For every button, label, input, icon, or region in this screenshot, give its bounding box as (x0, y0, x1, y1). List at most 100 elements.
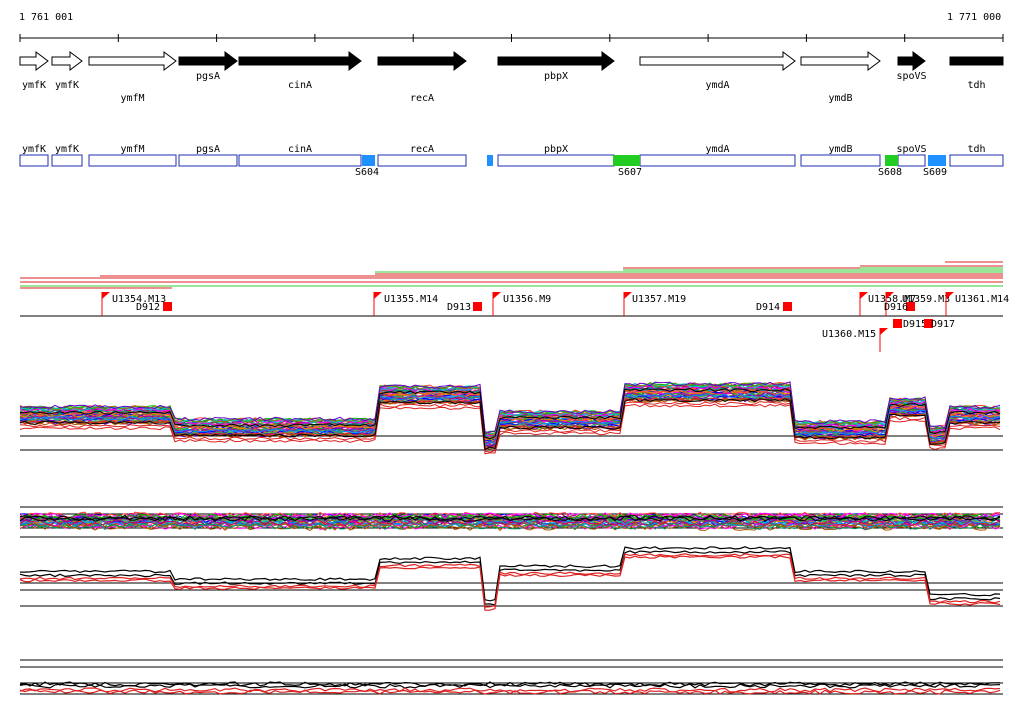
gene-label: cinA (288, 80, 312, 91)
profile-line (19, 385, 1001, 439)
gene-box-label: ymfK (55, 144, 79, 155)
gene-label: recA (410, 93, 434, 104)
gene-box (377, 154, 467, 167)
gene-label: ymdA (705, 80, 729, 91)
gene-box (800, 154, 881, 167)
profile-line (19, 384, 1001, 437)
gene-box-label: ymdA (705, 144, 729, 155)
profile-line (19, 514, 1001, 522)
feature-block (163, 302, 172, 311)
profile-line (19, 383, 1001, 437)
feature-flag (860, 292, 868, 299)
gene-box (897, 154, 926, 167)
segment-marker-small (487, 155, 493, 166)
feature-flag (493, 292, 501, 299)
gene-box-label: ymdB (828, 144, 852, 155)
gene-box-label: pbpX (544, 144, 568, 155)
gene-arrow (238, 51, 362, 71)
gene-box (639, 154, 796, 167)
feature-label: D915 (903, 319, 927, 330)
profile-line (19, 382, 1001, 436)
profile-line (19, 681, 1001, 687)
feature-label: U1356.M9 (503, 294, 551, 305)
gene-box (19, 154, 49, 167)
profile-line (19, 403, 1001, 455)
profile-line (19, 523, 1001, 532)
feature-label: D912 (136, 302, 160, 313)
gene-box (88, 154, 177, 167)
gene-box (497, 154, 615, 167)
feature-label: D914 (756, 302, 780, 313)
segment-label: S604 (355, 167, 379, 178)
profile-line (19, 550, 1001, 606)
feature-label: U1357.M19 (632, 294, 686, 305)
feature-label: D913 (447, 302, 471, 313)
feature-block (906, 302, 915, 311)
segment-marker (928, 155, 946, 166)
profile-line (19, 687, 1001, 693)
gene-label: spoVS (896, 71, 926, 82)
profile-line (19, 555, 1001, 611)
feature-label: D916 (884, 302, 908, 313)
gene-box-label: ymfK (22, 144, 46, 155)
feature-label: U1358.M7 (868, 294, 916, 305)
segment-marker (885, 155, 898, 166)
segment-label: S608 (878, 167, 902, 178)
gene-label: ymdB (828, 93, 852, 104)
feature-flag (886, 292, 894, 299)
ruler-start-label: 1 761 001 (19, 12, 74, 23)
gene-label: ymfM (120, 93, 144, 104)
gene-box-label: spoVS (896, 144, 926, 155)
gene-box-label: tdh (967, 144, 985, 155)
profile-line (19, 385, 1001, 437)
gene-arrow (800, 51, 881, 71)
feature-flag (624, 292, 632, 299)
gene-box-label: cinA (288, 144, 312, 155)
feature-label: U1360.M15 (822, 329, 876, 340)
gene-arrow (88, 51, 177, 71)
profile-line (19, 523, 1001, 531)
feature-flag (880, 328, 888, 335)
gene-arrow (377, 51, 467, 71)
segment-label: S607 (618, 167, 642, 178)
profile-line (19, 522, 1001, 530)
profile-line (19, 381, 1001, 433)
gene-box-label: ymfM (120, 144, 144, 155)
gene-label: pgsA (196, 71, 220, 82)
gene-box-label: recA (410, 144, 434, 155)
gene-arrow (639, 51, 796, 71)
profile-line (19, 398, 1001, 451)
gene-arrow (19, 51, 49, 71)
feature-label: U1355.M14 (384, 294, 438, 305)
segment-marker (362, 155, 375, 166)
gene-arrow (897, 51, 926, 71)
gene-label: ymfK (55, 80, 79, 91)
profile-line (19, 683, 1001, 689)
gene-box (238, 154, 362, 167)
profile-line (19, 689, 1001, 695)
feature-flag (946, 292, 954, 299)
gene-box (51, 154, 83, 167)
feature-label: U1354.M13 (112, 294, 166, 305)
feature-block (924, 319, 933, 328)
gene-label: pbpX (544, 71, 568, 82)
feature-flag (374, 292, 382, 299)
profile-line (19, 401, 1001, 453)
segment-label: S609 (923, 167, 947, 178)
profile-line (19, 392, 1001, 447)
gene-box-label: pgsA (196, 144, 220, 155)
gene-box (178, 154, 238, 167)
feature-block (473, 302, 482, 311)
gene-arrow (51, 51, 83, 71)
gene-label: ymfK (22, 80, 46, 91)
profile-line (19, 387, 1001, 440)
feature-block (893, 319, 902, 328)
gene-arrow (178, 51, 238, 71)
gene-box (949, 154, 1004, 167)
ruler-end-label: 1 771 000 (947, 12, 1002, 23)
gene-arrow (497, 51, 615, 71)
feature-flag (102, 292, 110, 299)
profile-line (19, 386, 1001, 439)
